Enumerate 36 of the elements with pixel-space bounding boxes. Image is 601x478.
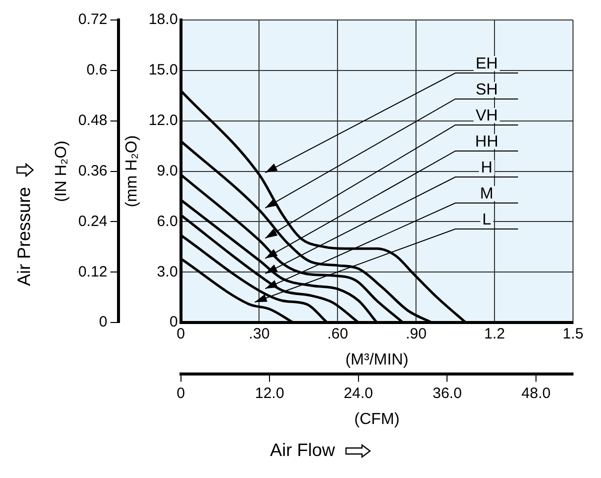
text: L — [482, 211, 492, 228]
x2-tick-label: 48.0 — [521, 384, 551, 402]
y2-tick-label: 0.72 — [78, 11, 108, 28]
y-tick-label: 0 — [169, 314, 178, 331]
x2-tick-label: 12.0 — [254, 384, 284, 402]
x-tick-label: .60 — [327, 326, 348, 343]
text: EH — [476, 55, 498, 72]
x2-tick-label: 36.0 — [432, 384, 462, 402]
y2-tick-label: 0.36 — [78, 162, 108, 180]
y-tick-label: 9.0 — [156, 162, 178, 180]
y2-tick-label: 0.12 — [78, 263, 108, 280]
y-tick-label: 3.0 — [156, 263, 178, 280]
text: M — [480, 185, 494, 202]
y2-axis-title: (IN H₂O) — [53, 140, 70, 202]
text: Air Flow — [270, 440, 335, 461]
x-axis-title: (M³/MIN) — [345, 352, 408, 369]
y-axis-title: (mm H₂O) — [123, 135, 140, 208]
y2-tick-label: 0 — [99, 314, 108, 331]
x-tick-label: 1.2 — [484, 326, 505, 343]
y2-tick-label: 0.48 — [78, 112, 108, 130]
text: VH — [476, 107, 498, 124]
x-tick-label: 1.5 — [562, 326, 584, 343]
text: H — [480, 159, 492, 176]
text: Air Pressure — [14, 186, 36, 286]
y-tick-label: 15.0 — [148, 62, 178, 79]
x2-tick-label: 24.0 — [344, 384, 373, 402]
x-tick-label: .30 — [248, 326, 270, 343]
y-tick-label: 6.0 — [156, 212, 178, 230]
text: HH — [475, 133, 498, 150]
x-tick-label: .90 — [406, 326, 427, 343]
y2-tick-label: 0.6 — [86, 62, 108, 79]
x2-axis-title: (CFM) — [354, 410, 400, 428]
y-tick-label: 12.0 — [148, 112, 178, 130]
text: SH — [476, 81, 498, 98]
y-tick-label: 18.0 — [148, 11, 178, 28]
y2-tick-label: 0.24 — [78, 212, 108, 230]
